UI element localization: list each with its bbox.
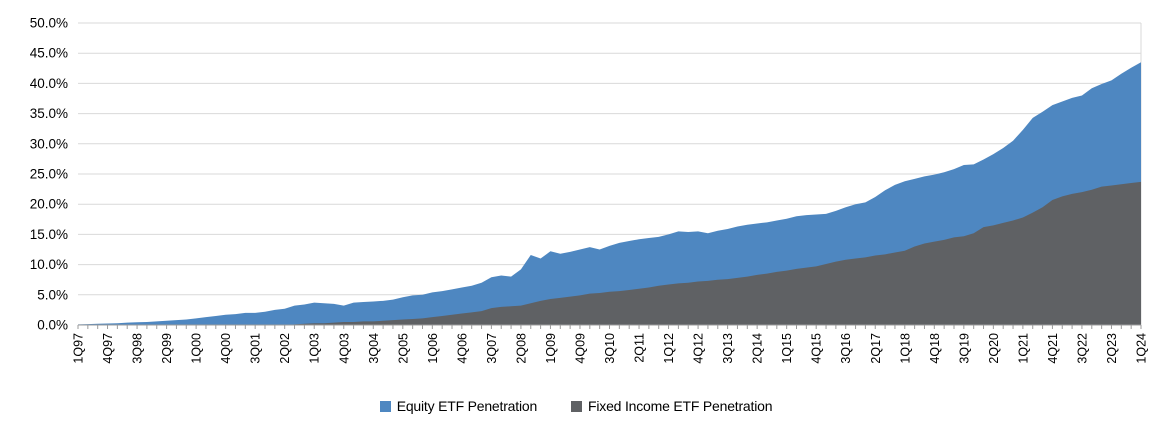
x-axis-label: 1Q12 bbox=[662, 333, 676, 364]
x-axis-label: 1Q03 bbox=[308, 333, 322, 364]
fixed-income-legend-swatch bbox=[571, 400, 583, 412]
x-axis-label: 4Q06 bbox=[455, 333, 469, 364]
x-axis-label: 4Q21 bbox=[1046, 333, 1060, 364]
y-axis-label: 30.0% bbox=[30, 136, 68, 151]
y-axis-label: 10.0% bbox=[30, 257, 68, 272]
y-axis-label: 45.0% bbox=[30, 46, 68, 61]
equity-legend-swatch bbox=[379, 400, 391, 412]
x-axis-label: 1Q18 bbox=[898, 333, 912, 364]
equity-legend-label: Equity ETF Penetration bbox=[396, 398, 538, 414]
x-axis-label: 1Q24 bbox=[1135, 333, 1149, 364]
x-axis-label: 4Q03 bbox=[337, 333, 351, 364]
y-axis-label: 35.0% bbox=[30, 106, 68, 121]
x-axis-label: 1Q97 bbox=[72, 333, 86, 364]
y-axis-label: 50.0% bbox=[30, 16, 68, 31]
x-axis-label: 1Q21 bbox=[1016, 333, 1030, 364]
etf-penetration-area-plot: 0.0% 5.0% 10.0% 15.0% 20.0% 25.0% 30.0% 35.0% 40… bbox=[30, 16, 1149, 364]
x-axis-label: 3Q19 bbox=[957, 333, 971, 364]
x-axis-label: 2Q11 bbox=[633, 333, 647, 363]
x-axis-label: 2Q17 bbox=[869, 333, 883, 364]
chart-legend: Equity ETF Penetration Fixed Income ETF … bbox=[0, 398, 1152, 414]
x-axis-label: 3Q16 bbox=[839, 333, 853, 364]
y-axis-label: 20.0% bbox=[30, 197, 68, 212]
legend-item-fixed-income: Fixed Income ETF Penetration bbox=[571, 398, 772, 414]
x-axis-label: 2Q99 bbox=[160, 333, 174, 364]
x-axis-label: 4Q09 bbox=[573, 333, 587, 364]
x-axis-label: 4Q97 bbox=[101, 333, 115, 364]
x-axis-label: 4Q18 bbox=[928, 333, 942, 364]
area-series-1 bbox=[78, 181, 1141, 325]
x-axis-label: 3Q01 bbox=[249, 333, 263, 364]
x-axis-label: 2Q02 bbox=[278, 333, 292, 364]
y-axis-label: 40.0% bbox=[30, 76, 68, 91]
x-axis-label: 2Q08 bbox=[514, 333, 528, 364]
legend-item-equity: Equity ETF Penetration bbox=[379, 398, 538, 414]
x-axis-label: 3Q98 bbox=[131, 333, 145, 364]
x-axis-label: 3Q04 bbox=[367, 333, 381, 364]
y-axis-label: 25.0% bbox=[30, 167, 68, 182]
x-axis-label: 3Q22 bbox=[1075, 333, 1089, 364]
x-axis-label: 2Q05 bbox=[396, 333, 410, 364]
x-axis-label: 1Q09 bbox=[544, 333, 558, 364]
x-axis-label: 2Q20 bbox=[987, 333, 1001, 364]
y-axis-label: 0.0% bbox=[37, 318, 68, 333]
fixed-income-legend-label: Fixed Income ETF Penetration bbox=[588, 398, 773, 414]
x-axis-label: 2Q23 bbox=[1105, 333, 1119, 364]
y-axis-label: 5.0% bbox=[37, 287, 68, 302]
x-axis-label: 3Q13 bbox=[721, 333, 735, 364]
x-axis-label: 4Q15 bbox=[810, 333, 824, 364]
x-axis-label: 1Q06 bbox=[426, 333, 440, 364]
x-axis-label: 2Q14 bbox=[751, 333, 765, 364]
x-axis-label: 3Q07 bbox=[485, 333, 499, 364]
x-axis-label: 3Q10 bbox=[603, 333, 617, 364]
y-axis-label: 15.0% bbox=[30, 227, 68, 242]
x-axis-label: 4Q00 bbox=[219, 333, 233, 364]
x-axis-label: 1Q15 bbox=[780, 333, 794, 364]
x-axis-label: 1Q00 bbox=[190, 333, 204, 364]
x-axis-label: 4Q12 bbox=[692, 333, 706, 364]
